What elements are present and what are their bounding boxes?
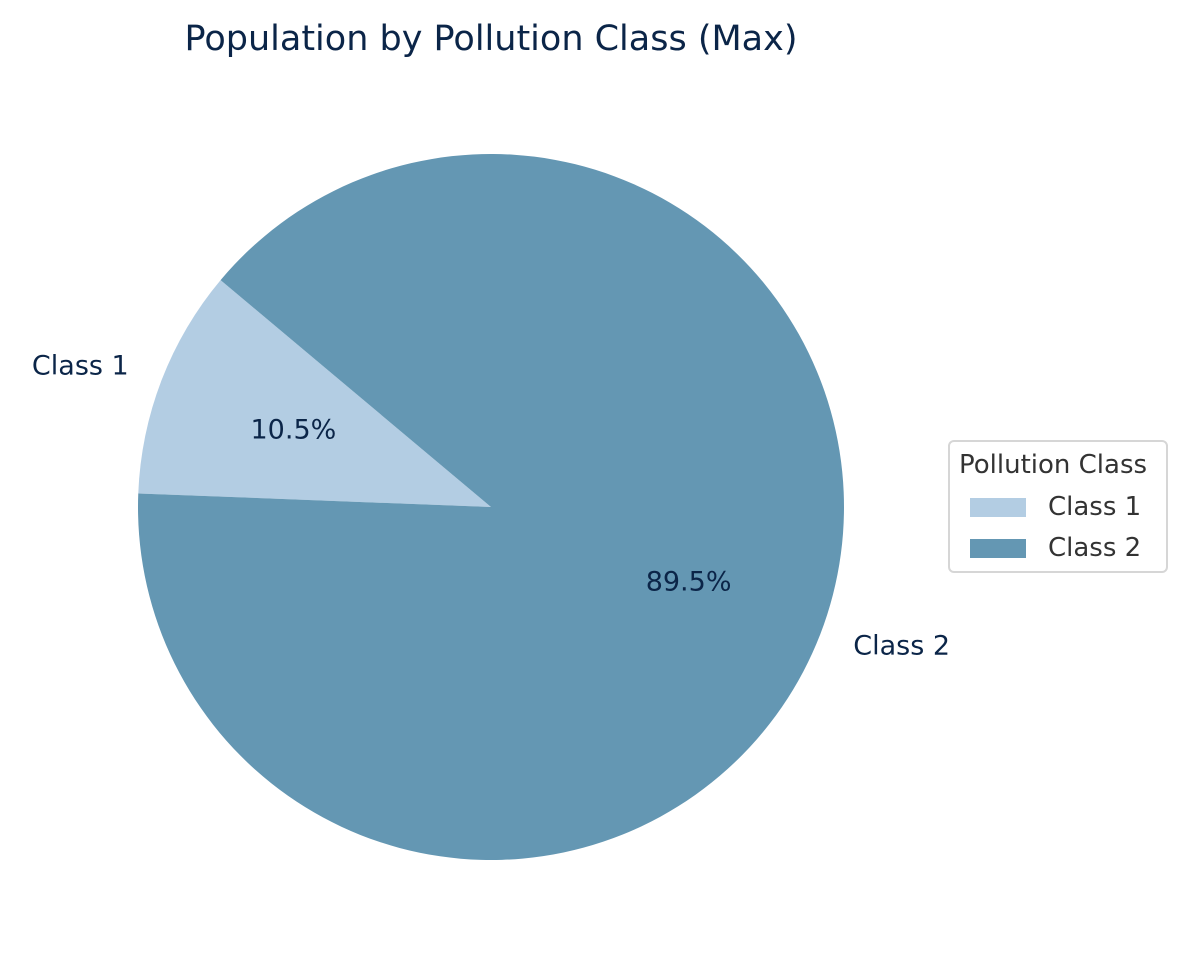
pie-slice-class-1 bbox=[138, 280, 491, 507]
legend-label-class-1: Class 1 bbox=[1048, 492, 1142, 522]
slices-layer bbox=[138, 153, 844, 860]
legend-item-class-1: Class 1 bbox=[970, 492, 1141, 522]
legend-title: Pollution Class bbox=[959, 450, 1148, 480]
pie-slice-class-2 bbox=[138, 153, 844, 860]
slice-percent-class-1: 10.5% bbox=[251, 414, 337, 445]
legend-swatch-class-1 bbox=[970, 497, 1026, 517]
legend-swatch-class-2 bbox=[970, 538, 1026, 558]
labels-layer: Class 1 10.5% Class 2 89.5% bbox=[32, 351, 950, 662]
chart-title: Population by Pollution Class (Max) bbox=[184, 19, 797, 59]
legend-item-class-2: Class 2 bbox=[970, 533, 1141, 563]
slice-label-class-1: Class 1 bbox=[32, 351, 129, 382]
slice-label-class-2: Class 2 bbox=[853, 630, 950, 661]
legend-label-class-2: Class 2 bbox=[1048, 533, 1142, 563]
slice-percent-class-2: 89.5% bbox=[646, 567, 732, 598]
legend: Pollution Class Class 1 Class 2 bbox=[948, 440, 1168, 573]
